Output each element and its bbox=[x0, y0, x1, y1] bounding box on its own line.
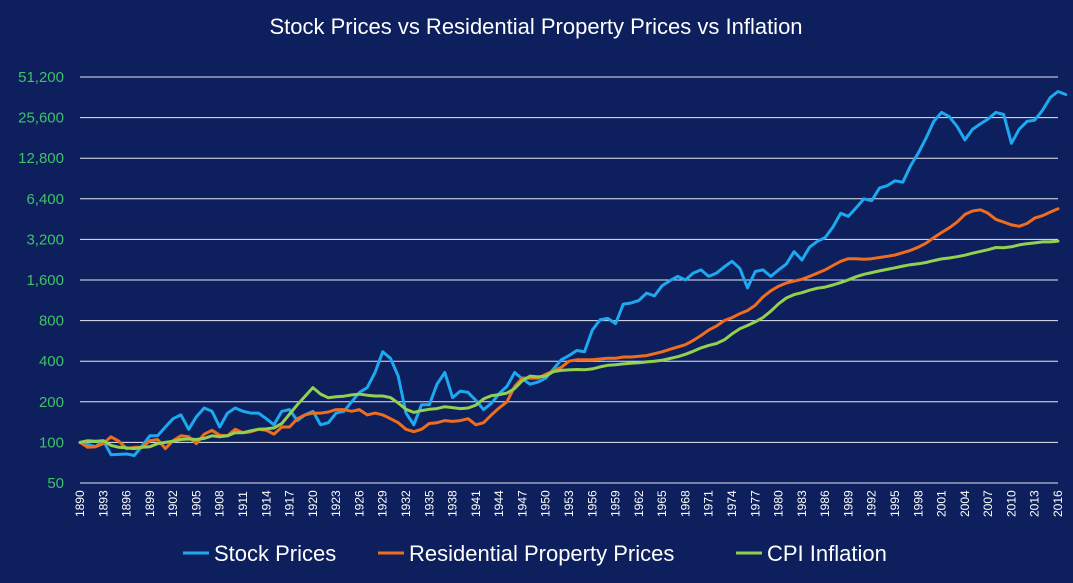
x-tick-label: 1947 bbox=[515, 490, 529, 517]
y-tick-label: 12,800 bbox=[18, 150, 64, 167]
x-tick-label: 1938 bbox=[446, 490, 460, 517]
x-tick-label: 1989 bbox=[841, 490, 855, 517]
y-tick-label: 50 bbox=[47, 475, 64, 492]
x-tick-label: 1935 bbox=[422, 490, 436, 517]
x-tick-label: 1971 bbox=[702, 490, 716, 517]
x-tick-label: 1956 bbox=[585, 490, 599, 517]
x-tick-label: 1932 bbox=[399, 490, 413, 517]
gridlines bbox=[80, 76, 1058, 484]
x-tick-label: 1893 bbox=[96, 490, 110, 517]
chart-title: Stock Prices vs Residential Property Pri… bbox=[269, 14, 802, 39]
x-tick-label: 1911 bbox=[236, 491, 250, 517]
x-tick-label: 1929 bbox=[376, 490, 390, 517]
x-tick-label: 1983 bbox=[795, 490, 809, 517]
y-tick-label: 3,200 bbox=[26, 231, 64, 248]
x-tick-label: 1953 bbox=[562, 490, 576, 517]
x-tick-label: 2010 bbox=[1004, 490, 1018, 517]
y-tick-label: 400 bbox=[39, 353, 64, 370]
series-line-1 bbox=[78, 90, 1068, 457]
x-tick-label: 1896 bbox=[120, 490, 134, 517]
x-tick-label: 2001 bbox=[935, 490, 949, 517]
x-tick-label: 2013 bbox=[1028, 490, 1042, 517]
x-axis: 1890 1893 1896 1899 1902 1905 1908 1911 1914 1917… bbox=[73, 490, 1065, 517]
x-tick-label: 1995 bbox=[888, 490, 902, 517]
x-tick-label: 1923 bbox=[329, 490, 343, 517]
y-tick-label: 6,400 bbox=[26, 191, 64, 208]
x-tick-label: 1977 bbox=[748, 490, 762, 517]
y-tick-label: 1,600 bbox=[26, 272, 64, 289]
y-tick-label: 800 bbox=[39, 313, 64, 330]
x-tick-label: 1917 bbox=[283, 490, 297, 517]
x-tick-label: 1920 bbox=[306, 490, 320, 517]
series-line-3 bbox=[78, 239, 1060, 451]
y-tick-label: 100 bbox=[39, 434, 64, 451]
x-tick-label: 1959 bbox=[609, 490, 623, 517]
plot-series bbox=[78, 90, 1068, 457]
legend: Stock Prices Residential Property Prices C… bbox=[183, 541, 887, 566]
y-tick-label: 51,200 bbox=[18, 69, 64, 86]
x-tick-label: 1962 bbox=[632, 490, 646, 517]
y-tick-label: 200 bbox=[39, 394, 64, 411]
x-tick-label: 1968 bbox=[678, 490, 692, 517]
x-tick-label: 1965 bbox=[655, 490, 669, 517]
x-tick-label: 1986 bbox=[818, 490, 832, 517]
x-tick-label: 1950 bbox=[539, 490, 553, 517]
y-axis: 50 100 200 400 800 1,600 3,200 6,400 12,800 25,60… bbox=[18, 69, 64, 492]
x-tick-label: 1992 bbox=[865, 490, 879, 517]
x-tick-label: 1899 bbox=[143, 490, 157, 517]
x-tick-label: 1914 bbox=[259, 490, 273, 517]
legend-label: Residential Property Prices bbox=[409, 541, 674, 566]
x-tick-label: 1998 bbox=[911, 490, 925, 517]
x-tick-label: 1926 bbox=[352, 490, 366, 517]
x-tick-label: 1974 bbox=[725, 490, 739, 517]
x-tick-label: 2004 bbox=[958, 490, 972, 517]
x-tick-label: 1908 bbox=[213, 490, 227, 517]
x-tick-label: 1980 bbox=[772, 490, 786, 517]
x-tick-label: 1890 bbox=[73, 490, 87, 517]
x-tick-label: 1905 bbox=[189, 490, 203, 517]
x-tick-label: 2016 bbox=[1051, 490, 1065, 517]
y-tick-label: 25,600 bbox=[18, 110, 64, 127]
x-tick-label: 1902 bbox=[166, 490, 180, 517]
x-tick-label: 2007 bbox=[981, 490, 995, 517]
x-tick-label: 1944 bbox=[492, 490, 506, 517]
x-tick-label: 1941 bbox=[469, 490, 483, 517]
legend-label: Stock Prices bbox=[214, 541, 336, 566]
legend-label: CPI Inflation bbox=[767, 541, 887, 566]
